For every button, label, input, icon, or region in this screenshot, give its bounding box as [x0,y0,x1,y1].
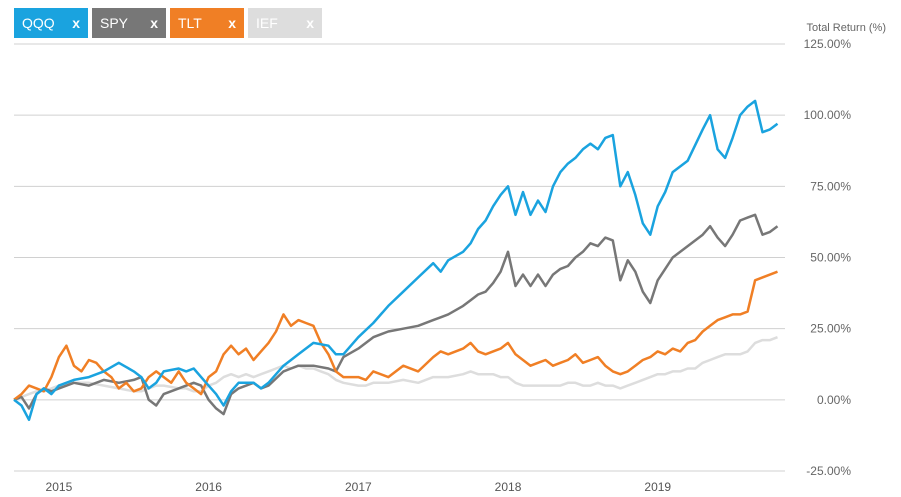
y-tick-label: 100.00% [804,108,852,122]
y-tick-label: 75.00% [810,179,851,193]
legend-label: QQQ [22,15,55,31]
y-axis-title: Total Return (%) [807,22,886,34]
x-tick-labels: 2015 2016 2017 2018 2019 [46,480,672,494]
x-tick-label: 2018 [495,480,522,494]
legend: QQQ x SPY x TLT x IEF x [14,8,322,38]
y-tick-labels: -25.00% 0.00% 25.00% 50.00% 75.00% 100.00% 125… [804,37,852,478]
legend-chip-qqq[interactable]: QQQ x [14,8,88,38]
close-icon[interactable]: x [306,15,314,31]
y-tick-label: -25.00% [806,464,851,478]
legend-chip-ief[interactable]: IEF x [248,8,322,38]
close-icon[interactable]: x [72,15,80,31]
legend-chip-tlt[interactable]: TLT x [170,8,244,38]
series-line-tlt [13,270,778,401]
legend-label: TLT [178,15,202,31]
x-tick-label: 2015 [46,480,73,494]
y-tick-label: 25.00% [810,322,851,336]
x-tick-label: 2017 [345,480,372,494]
y-tick-label: 125.00% [804,37,852,51]
series-line-qqq [13,99,779,422]
y-tick-label: 0.00% [817,393,851,407]
y-tick-label: 50.00% [810,251,851,265]
close-icon[interactable]: x [150,15,158,31]
gridlines [14,43,785,472]
series-line-ief [13,336,778,401]
x-tick-label: 2019 [644,480,671,494]
close-icon[interactable]: x [228,15,236,31]
series-lines [13,99,779,422]
legend-chip-spy[interactable]: SPY x [92,8,166,38]
x-tick-label: 2016 [195,480,222,494]
series-line-spy [13,213,779,416]
legend-label: IEF [256,15,278,31]
legend-label: SPY [100,15,129,31]
